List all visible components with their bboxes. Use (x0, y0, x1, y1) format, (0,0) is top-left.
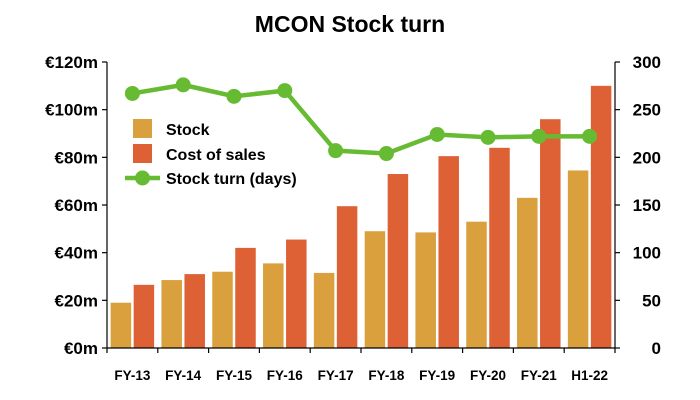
left-tick-label: €40m (55, 244, 98, 263)
stock-turn-point-fy-19 (429, 126, 445, 142)
cost-of-sales-bar-fy-17 (336, 206, 358, 348)
x-tick-label: FY-14 (165, 368, 202, 383)
x-tick-label: FY-20 (470, 368, 506, 383)
stock-bar-h1-22 (567, 170, 589, 348)
line-layer (124, 77, 598, 162)
right-tick-label: 300 (633, 53, 661, 72)
stock-turn-line (132, 82, 590, 156)
stock-bar-fy-18 (364, 231, 386, 348)
legend-swatch-cost-of-sales (133, 144, 152, 163)
legend: Stock Cost of sales Stock turn (days) (125, 119, 297, 188)
legend-label-stock: Stock (166, 122, 210, 139)
stock-bar-fy-20 (466, 221, 487, 348)
stock-turn-point-h1-22 (582, 128, 598, 144)
stock-bar-fy-15 (212, 271, 233, 348)
cost-of-sales-bar-fy-19 (438, 156, 459, 348)
x-tick-label: FY-13 (114, 368, 151, 383)
stock-turn-point-fy-15 (226, 88, 242, 104)
left-tick-label: €100m (45, 101, 98, 120)
bars-layer (110, 85, 612, 348)
cost-of-sales-bar-fy-16 (286, 239, 307, 348)
cost-of-sales-bar-fy-21 (540, 119, 561, 348)
chart-title: MCON Stock turn (255, 11, 445, 37)
left-tick-label: €20m (55, 291, 98, 310)
x-tick-label: FY-19 (419, 368, 455, 383)
left-tick-label: €0m (64, 339, 98, 358)
stock-bar-fy-16 (263, 263, 284, 348)
legend-label-cost-of-sales: Cost of sales (166, 147, 266, 164)
x-tick-label: FY-17 (318, 368, 354, 383)
axes-layer (106, 62, 616, 349)
legend-swatch-stock (133, 119, 152, 138)
left-tick-label: €60m (55, 196, 98, 215)
left-tick-label: €120m (45, 53, 98, 72)
right-tick-label: 250 (633, 101, 661, 120)
right-tick-label: 100 (633, 244, 661, 263)
stock-bar-fy-19 (415, 232, 436, 348)
legend-label-stock-turn: Stock turn (days) (166, 171, 297, 188)
right-tick-label: 0 (652, 339, 661, 358)
stock-bar-fy-17 (313, 272, 335, 348)
x-tick-label: FY-18 (368, 368, 405, 383)
cost-of-sales-bar-fy-20 (489, 147, 510, 348)
cost-of-sales-bar-h1-22 (590, 85, 612, 348)
x-tick-label: FY-15 (216, 368, 253, 383)
stock-turn-point-fy-18 (378, 146, 394, 162)
cost-of-sales-bar-fy-15 (235, 247, 256, 348)
stock-turn-point-fy-17 (328, 143, 344, 159)
ticks-layer: €0m €20m €40m €60m €80m €100m €120m 0 50 100 150 20… (45, 53, 661, 383)
right-tick-label: 150 (633, 196, 661, 215)
x-tick-label: FY-16 (267, 368, 304, 383)
stock-turn-point-fy-16 (277, 83, 293, 99)
stock-turn-point-fy-21 (531, 128, 547, 144)
cost-of-sales-bar-fy-14 (184, 274, 205, 348)
cost-of-sales-bar-fy-13 (133, 284, 155, 348)
right-tick-label: 200 (633, 148, 661, 167)
stock-turn-point-fy-13 (124, 85, 140, 101)
cost-of-sales-bar-fy-18 (387, 174, 409, 348)
left-tick-label: €80m (55, 148, 98, 167)
legend-swatch-marker (135, 170, 150, 186)
stock-bar-fy-14 (161, 280, 182, 348)
x-tick-label: FY-21 (521, 368, 558, 383)
right-tick-label: 50 (642, 291, 661, 310)
x-tick-label: H1-22 (571, 368, 608, 383)
stock-turn-point-fy-14 (175, 77, 191, 93)
stock-turn-point-fy-20 (480, 129, 496, 145)
stock-bar-fy-13 (110, 302, 132, 348)
stock-bar-fy-21 (517, 197, 538, 348)
